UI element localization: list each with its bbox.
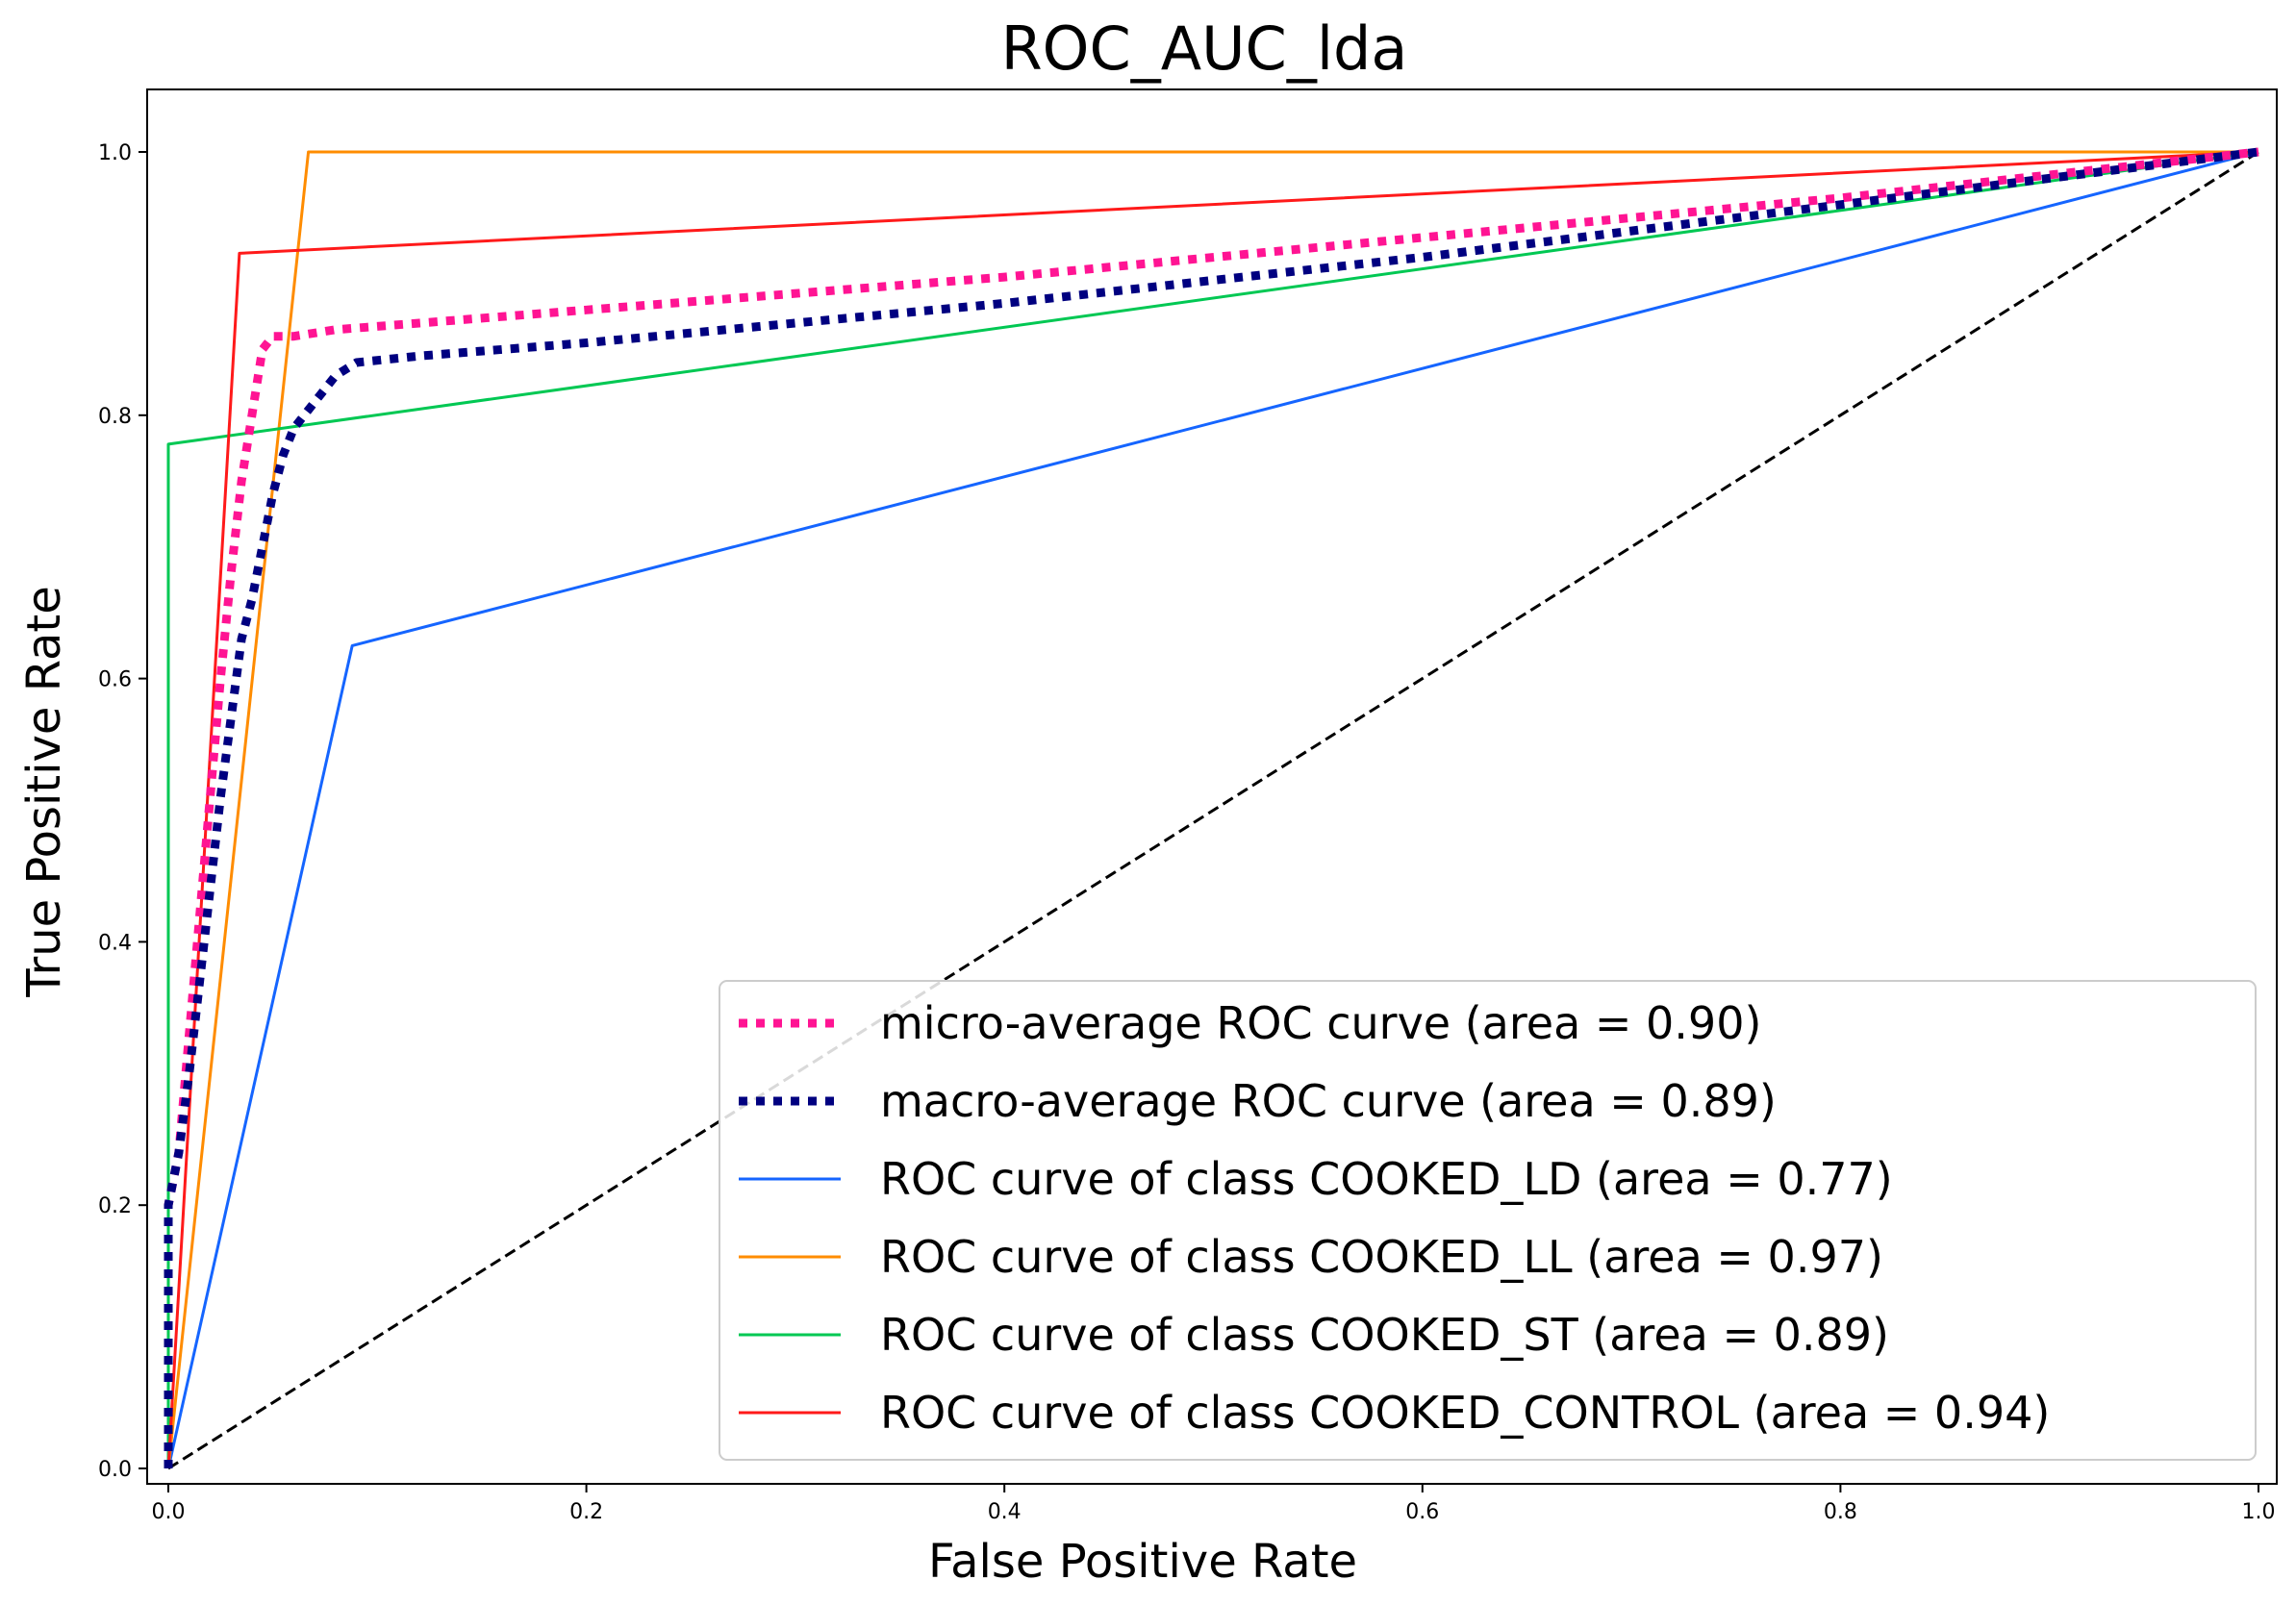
legend-label-1: macro-average ROC curve (area = 0.89) [880,1075,1777,1127]
series-line-2 [166,150,2259,1469]
y-tick-label: 0.2 [98,1194,132,1218]
legend-label-5: ROC curve of class COOKED_CONTROL (area … [880,1387,2050,1439]
series-lines [164,147,2259,1470]
y-tick-label: 1.0 [98,141,132,165]
series-line-0 [164,147,2259,1468]
legend-label-2: ROC curve of class COOKED_LD (area = 0.7… [880,1153,1893,1205]
plot-area [146,88,2278,1485]
legend-label-3: ROC curve of class COOKED_LL (area = 0.9… [880,1231,1883,1283]
legend-label-0: micro-average ROC curve (area = 0.90) [880,997,1761,1049]
y-tick-label: 0.8 [98,405,132,429]
series-line-1 [164,147,2259,1468]
legend-label-4: ROC curve of class COOKED_ST (area = 0.8… [880,1309,1889,1361]
series-line-4 [166,150,2259,1468]
legend: micro-average ROC curve (area = 0.90) mac… [719,980,2257,1461]
x-axis-title: False Positive Rate [928,1535,1357,1589]
axis-ticks: 0.0 0.2 0.4 0.6 0.8 1.0 0.0 0.2 0.4 0.6 0.8 1.0 [98,141,2276,1524]
x-tick-label: 0.6 [1405,1500,1439,1524]
chart-title: ROC_AUC_lda [1001,13,1408,84]
x-tick-label: 0.8 [1824,1500,1857,1524]
y-axis-title: True Positive Rate [17,586,71,998]
y-tick-label: 0.0 [98,1458,132,1482]
series-line-6 [167,150,2259,1470]
series-line-5 [166,150,2259,1469]
plot-frame [146,88,2278,1485]
legend-box [719,980,2257,1461]
y-tick-label: 0.6 [98,668,132,692]
series-line-3 [166,150,2258,1469]
x-tick-label: 1.0 [2242,1500,2276,1524]
x-tick-label: 0.0 [152,1500,186,1524]
x-tick-label: 0.2 [569,1500,603,1524]
y-tick-label: 0.4 [98,931,132,955]
x-tick-label: 0.4 [988,1500,1022,1524]
